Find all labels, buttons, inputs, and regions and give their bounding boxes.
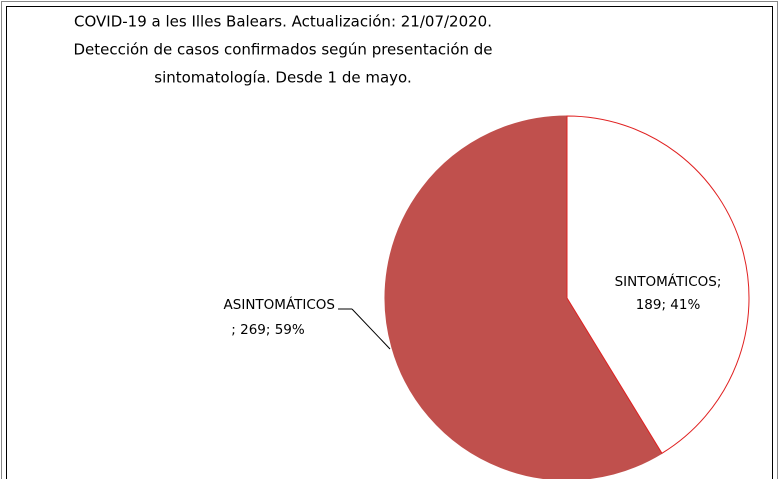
chart-title: Detección de casos confirmados según pre… bbox=[73, 41, 492, 59]
pie-slice bbox=[384, 115, 663, 479]
data-label: SINTOMÁTICOS; bbox=[615, 273, 722, 290]
pie-slice bbox=[566, 115, 750, 454]
chart-frame bbox=[6, 6, 773, 479]
data-label: ; 269; 59% bbox=[231, 322, 305, 338]
chart-title: sintomatología. Desde 1 de mayo. bbox=[154, 69, 411, 87]
leader-line bbox=[351, 308, 391, 350]
data-label: ASINTOMÁTICOS bbox=[224, 296, 335, 313]
data-label: 189; 41% bbox=[636, 297, 701, 313]
chart-title: COVID-19 a les Illes Balears. Actualizac… bbox=[74, 13, 492, 31]
